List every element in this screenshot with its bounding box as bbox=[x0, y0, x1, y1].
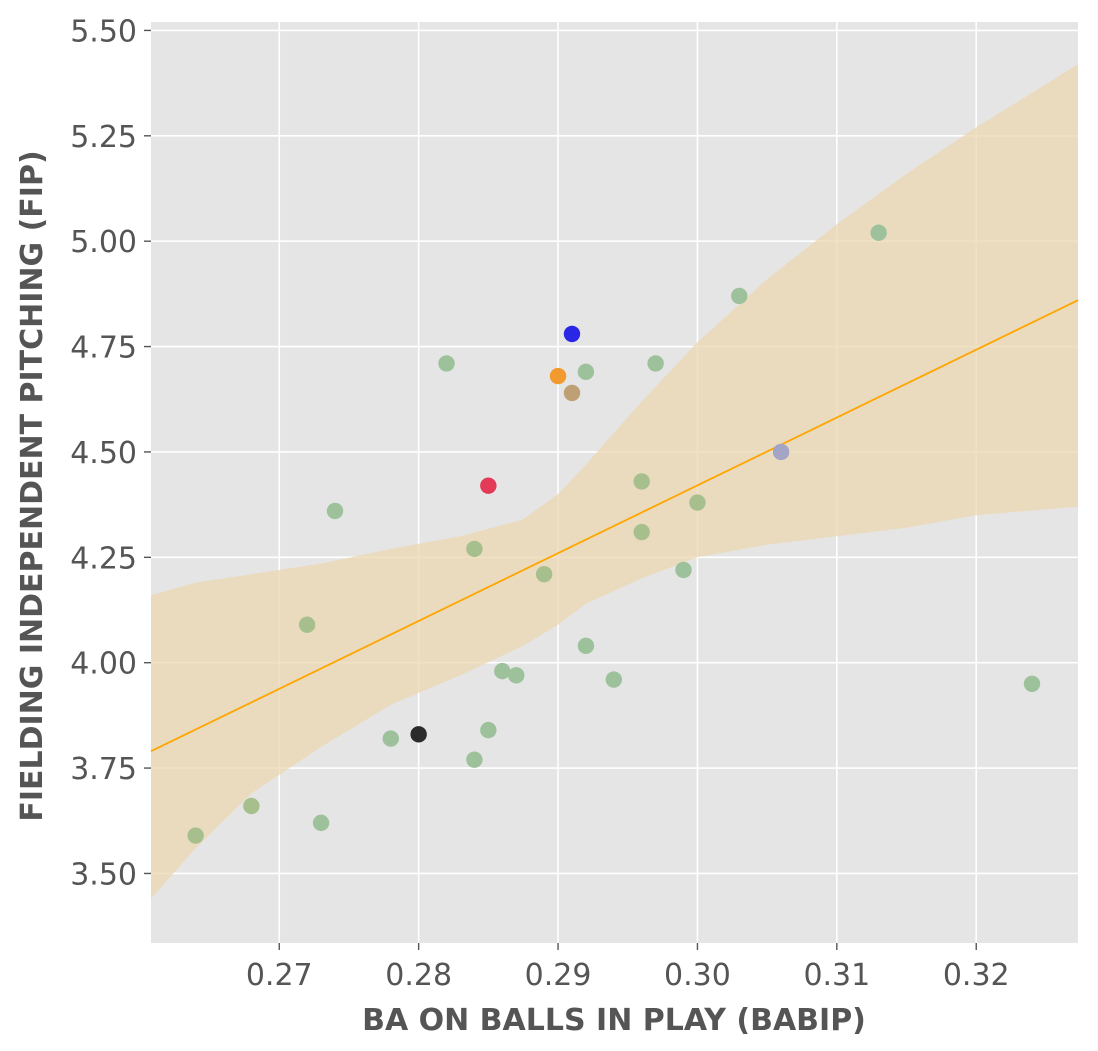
y-tick-label: 3.75 bbox=[70, 752, 137, 787]
data-point bbox=[647, 355, 664, 372]
data-point bbox=[563, 384, 581, 402]
data-point bbox=[382, 730, 399, 747]
data-points bbox=[187, 224, 1041, 844]
data-point bbox=[410, 726, 427, 743]
data-point bbox=[480, 721, 497, 739]
data-point bbox=[535, 565, 553, 583]
y-tick-label: 4.50 bbox=[70, 436, 137, 471]
data-point bbox=[298, 616, 316, 633]
data-point bbox=[549, 367, 567, 385]
data-point bbox=[480, 477, 497, 494]
y-tick-label: 5.25 bbox=[70, 120, 137, 155]
data-point bbox=[466, 751, 483, 768]
x-tick-label: 0.30 bbox=[664, 958, 731, 993]
data-point bbox=[675, 561, 692, 579]
y-tick-label: 5.50 bbox=[70, 14, 137, 49]
data-point bbox=[772, 443, 790, 461]
y-tick-label: 5.00 bbox=[70, 225, 137, 260]
confidence-band bbox=[151, 64, 1078, 899]
y-tick-label: 4.75 bbox=[70, 331, 137, 366]
y-tick-label: 4.00 bbox=[70, 647, 137, 682]
x-axis-label: BA ON BALLS IN PLAY (BABIP) bbox=[362, 1003, 866, 1038]
data-point bbox=[577, 363, 595, 381]
data-point bbox=[326, 502, 344, 520]
data-point bbox=[870, 224, 887, 241]
y-tick-label: 4.25 bbox=[70, 541, 137, 576]
data-point bbox=[312, 814, 330, 832]
data-point bbox=[577, 637, 595, 655]
x-tick-label: 0.27 bbox=[246, 958, 313, 993]
data-point bbox=[633, 473, 650, 490]
y-tick-label: 3.50 bbox=[70, 857, 137, 892]
regression-line-layer bbox=[150, 299, 1079, 753]
x-tick-label: 0.29 bbox=[525, 958, 592, 993]
data-point bbox=[243, 797, 260, 815]
data-point bbox=[605, 671, 623, 688]
regression-line bbox=[150, 299, 1079, 753]
data-point bbox=[438, 355, 455, 372]
data-point bbox=[689, 494, 706, 511]
data-point bbox=[466, 540, 483, 558]
x-tick-label: 0.28 bbox=[385, 958, 452, 993]
x-axis-ticks: 0.27 0.28 0.29 0.30 0.31 0.32 bbox=[246, 943, 1010, 993]
data-point bbox=[494, 662, 511, 680]
y-axis-ticks: 3.50 3.75 4.00 4.25 4.50 4.75 5.00 5.25 5.50 bbox=[70, 14, 151, 892]
data-point bbox=[563, 325, 581, 343]
confidence-band-layer bbox=[151, 64, 1078, 899]
data-point bbox=[731, 287, 748, 305]
x-tick-label: 0.32 bbox=[943, 958, 1010, 993]
x-tick-label: 0.31 bbox=[803, 958, 870, 993]
y-axis-label: FIELDING INDEPENDENT PITCHING (FIP) bbox=[15, 150, 50, 821]
data-point bbox=[187, 827, 204, 844]
data-point bbox=[508, 667, 525, 684]
data-point bbox=[633, 523, 650, 541]
data-point bbox=[1023, 675, 1041, 692]
